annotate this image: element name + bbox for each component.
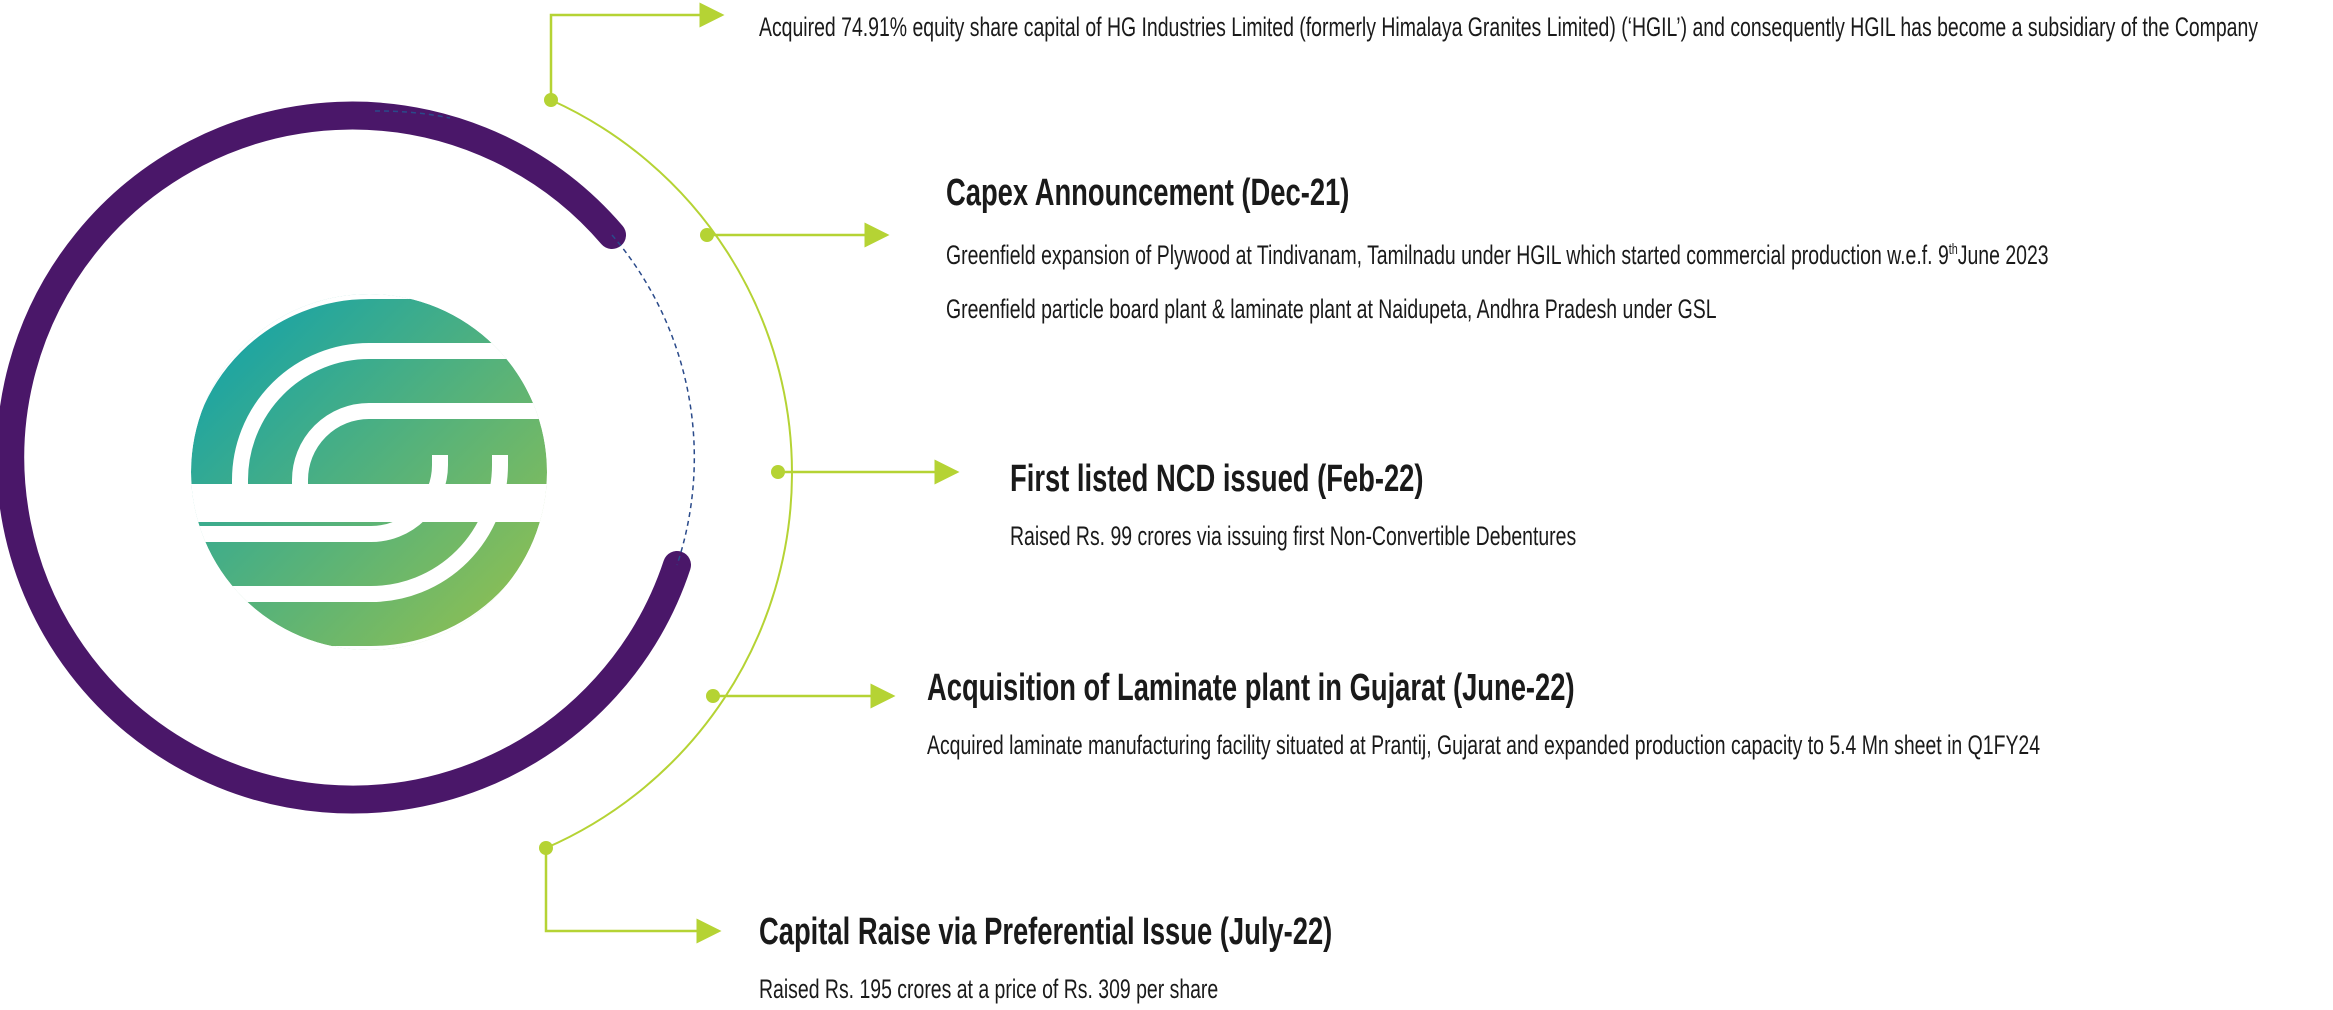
item-text: Greenfield particle board plant & lamina…: [946, 294, 1717, 324]
logo: [191, 294, 547, 650]
item-title: Capex Announcement (Dec-21): [946, 172, 1350, 214]
item-text: Acquired 74.91% equity share capital of …: [759, 12, 2259, 42]
item-title: First listed NCD issued (Feb-22): [1010, 458, 1424, 500]
item-title: Acquisition of Laminate plant in Gujarat…: [927, 667, 1575, 709]
item-text: Acquired laminate manufacturing facility…: [927, 730, 2041, 760]
timeline-arc: [545, 99, 793, 849]
item: First listed NCD issued (Feb-22) Raised …: [1010, 456, 1576, 570]
ring: [0, 101, 691, 814]
text: June 2023: [1957, 240, 2049, 270]
item: Acquired 74.91% equity share capital of …: [759, 7, 2302, 47]
connectors: [544, 2, 960, 944]
superscript: th: [1948, 241, 1958, 258]
item-text: Raised Rs. 99 crores via issuing first N…: [1010, 521, 1577, 551]
item: Capex Announcement (Dec-21) Greenfield e…: [946, 170, 2049, 343]
item: Acquisition of Laminate plant in Gujarat…: [927, 665, 2040, 779]
item: Capital Raise via Preferential Issue (Ju…: [759, 909, 1332, 1010]
ring-dash-top: [374, 110, 451, 119]
item-text: Greenfield expansion of Plywood at Tindi…: [946, 230, 2049, 275]
ring-dash: [611, 234, 696, 566]
text: Greenfield expansion of Plywood at Tindi…: [946, 240, 1949, 270]
item-title: Capital Raise via Preferential Issue (Ju…: [759, 911, 1333, 953]
dots: [539, 93, 785, 855]
item-text: Raised Rs. 195 crores at a price of Rs. …: [759, 974, 1219, 1004]
